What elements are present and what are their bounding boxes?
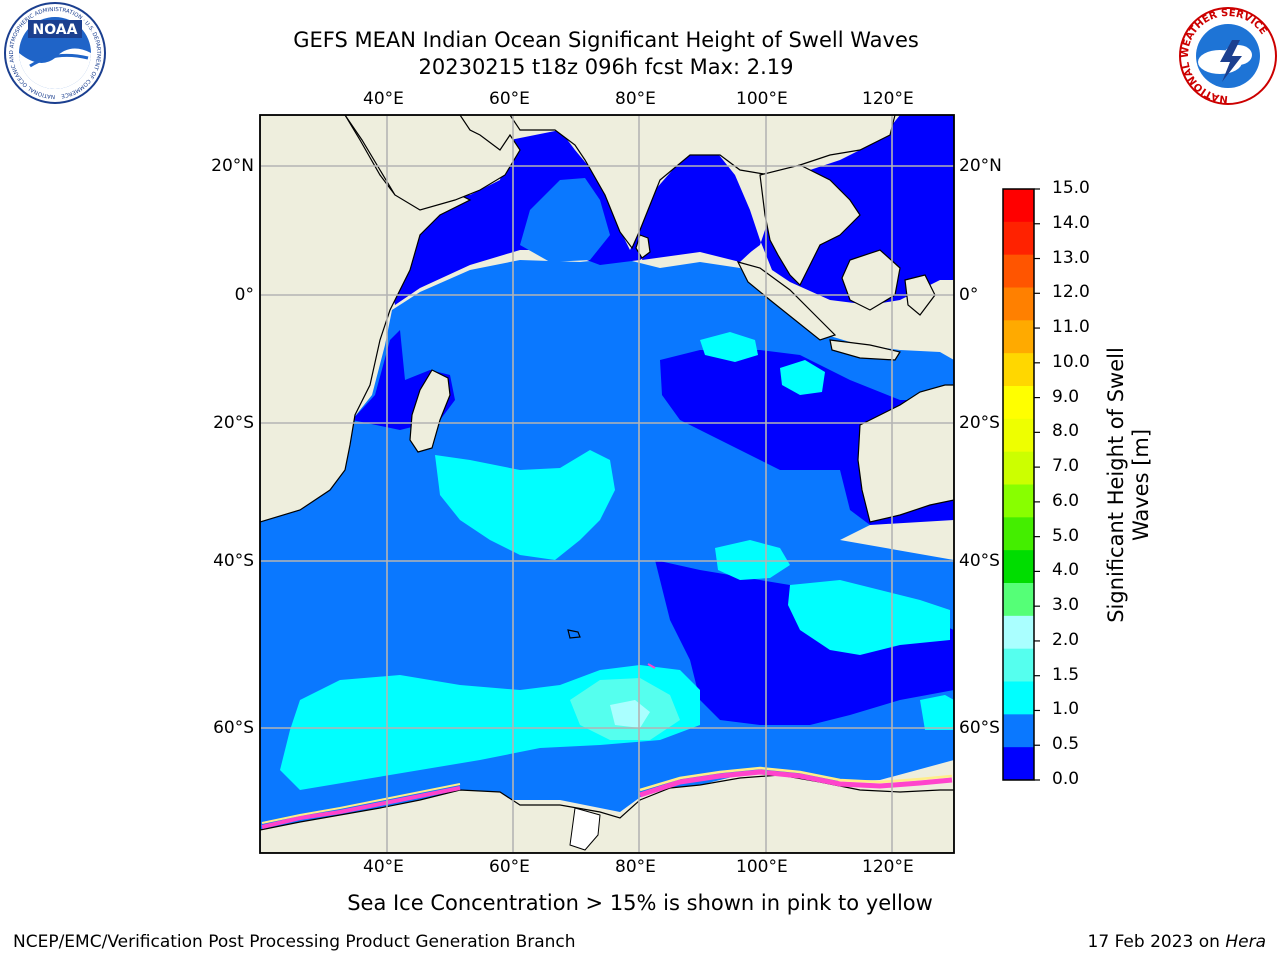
colorbar-tick-label: 14.0 <box>1052 212 1090 233</box>
ocean-low-bay <box>642 158 755 262</box>
ocean-mid-arabian <box>520 178 610 262</box>
colorbar-segment <box>1003 681 1034 715</box>
colorbar-tick-label: 3.0 <box>1052 595 1080 616</box>
colorbar-segment <box>1003 583 1034 617</box>
sea-ice-west-edge <box>261 783 461 824</box>
colorbar-segment <box>1003 714 1034 748</box>
ocean-low-south <box>655 560 954 725</box>
lon-tick-bottom-80e: 80°E <box>615 857 656 877</box>
colorbar-tick-label: 0.0 <box>1052 769 1080 789</box>
colorbar-segment <box>1003 451 1034 485</box>
colorbar-segment <box>1003 550 1034 584</box>
lon-tick-bottom-100e: 100°E <box>736 857 788 877</box>
swell-cyan-small2 <box>780 360 825 395</box>
colorbar-segment <box>1003 353 1034 387</box>
colorbar-tick-label: 10.0 <box>1052 351 1090 372</box>
sea-ice-caption: Sea Ice Concentration > 15% is shown in … <box>347 891 933 915</box>
lon-tick-top-40e: 40°E <box>363 89 404 109</box>
lon-tick-bottom-120e: 120°E <box>862 857 914 877</box>
colorbar-segment <box>1003 221 1034 256</box>
lon-tick-top-120e: 120°E <box>862 89 914 109</box>
colorbar-segment <box>1003 254 1034 288</box>
sea-ice-west <box>261 786 461 829</box>
land-antarctica-bay <box>569 807 601 851</box>
land-kerguelen <box>567 629 581 639</box>
colorbar-segment <box>1003 615 1034 650</box>
sea-ice-east <box>639 769 953 798</box>
lat-tick-left-0: 0° <box>234 285 254 305</box>
colorbar-tick-label: 4.0 <box>1052 560 1080 581</box>
sea-ice-kerguelen <box>647 663 656 669</box>
colorbar-segment <box>1003 189 1034 223</box>
swell-cyan-east <box>788 580 950 655</box>
lat-tick-right-20n: 20°N <box>959 156 1002 176</box>
colorbar-tick-label: 1.0 <box>1052 699 1080 720</box>
colorbar-tick-label: 13.0 <box>1052 247 1090 268</box>
land-australia <box>857 384 954 523</box>
swell-cyan-central <box>435 450 615 560</box>
land-india <box>509 115 896 250</box>
lon-tick-bottom-40e: 40°E <box>363 857 404 877</box>
footer-machine: Hera <box>1225 932 1266 952</box>
colorbar-tick-label: 11.0 <box>1052 317 1090 338</box>
colorbar-label-line2: Waves [m] <box>1129 428 1153 542</box>
swell-cyan-far-east <box>920 695 954 730</box>
colorbar-frame <box>1002 188 1035 781</box>
colorbar-tick-label: 9.0 <box>1052 386 1080 407</box>
lat-tick-left-20s: 20°S <box>213 413 254 433</box>
colorbar-segment <box>1003 747 1034 781</box>
lon-tick-top-100e: 100°E <box>736 89 788 109</box>
land-java <box>829 339 901 361</box>
sea-ice-east-edge <box>639 766 953 792</box>
map-grid <box>260 115 954 853</box>
lon-tick-top-80e: 80°E <box>615 89 656 109</box>
swell-pale-core <box>610 700 650 728</box>
swell-cyan-small1 <box>700 332 758 362</box>
noaa-logo: NOAA NATIONAL OCEANIC AND ATMOSPHERIC AD… <box>4 2 106 104</box>
map-subtitle: 20230215 t18z 096h fcst Max: 2.19 <box>418 55 794 79</box>
map-plot-area <box>260 115 954 853</box>
lat-tick-left-40s: 40°S <box>213 551 254 571</box>
lon-tick-bottom-60e: 60°E <box>489 857 530 877</box>
colorbar-tick-label: 1.5 <box>1052 664 1080 685</box>
colorbar-label-line1: Significant Height of Swell <box>1104 347 1128 623</box>
colorbar-segment <box>1003 484 1034 518</box>
land-sumatra <box>736 261 837 341</box>
colorbar-tick-label: 6.0 <box>1052 490 1080 511</box>
noaa-logo-text: NOAA <box>33 22 78 38</box>
land-southeast-asia <box>759 164 861 287</box>
land-antarctica <box>260 774 954 853</box>
swell-cyan-mid <box>715 540 790 580</box>
nws-logo: NATIONAL WEATHER SERVICE <box>1179 7 1277 105</box>
footer-date: 17 Feb 2023 on <box>1087 932 1226 952</box>
lat-tick-right-20s: 20°S <box>959 413 1000 433</box>
footer-right: 17 Feb 2023 on Hera <box>1088 932 1266 952</box>
lat-tick-left-60s: 60°S <box>213 718 254 738</box>
colorbar-segment <box>1003 648 1034 682</box>
map-title: GEFS MEAN Indian Ocean Significant Heigh… <box>293 28 919 52</box>
colorbar-tick-label: 0.5 <box>1052 734 1080 755</box>
colorbar-segment <box>1003 386 1034 420</box>
colorbar-segment <box>1003 287 1034 321</box>
colorbar-segment <box>1003 418 1034 453</box>
lat-tick-right-0: 0° <box>959 285 979 305</box>
lat-tick-right-60s: 60°S <box>959 718 1000 738</box>
map-frame <box>259 114 955 854</box>
lat-tick-right-40s: 40°S <box>959 551 1000 571</box>
colorbar-tick-label: 5.0 <box>1052 525 1080 546</box>
colorbar-tick-label: 12.0 <box>1052 282 1090 303</box>
colorbar-segment <box>1003 517 1034 551</box>
footer-left: NCEP/EMC/Verification Post Processing Pr… <box>13 932 576 952</box>
land-arabia <box>344 115 521 211</box>
colorbar-tick-label: 2.0 <box>1052 629 1080 650</box>
land-madagascar <box>409 369 451 453</box>
colorbar-tick-label: 8.0 <box>1052 421 1080 442</box>
colorbar-segment <box>1003 320 1034 354</box>
lon-tick-top-60e: 60°E <box>489 89 530 109</box>
lat-tick-left-20n: 20°N <box>211 156 254 176</box>
colorbar <box>1003 188 1040 781</box>
colorbar-tick-label: 15.0 <box>1052 178 1090 198</box>
colorbar-tick-label: 7.0 <box>1052 456 1080 477</box>
